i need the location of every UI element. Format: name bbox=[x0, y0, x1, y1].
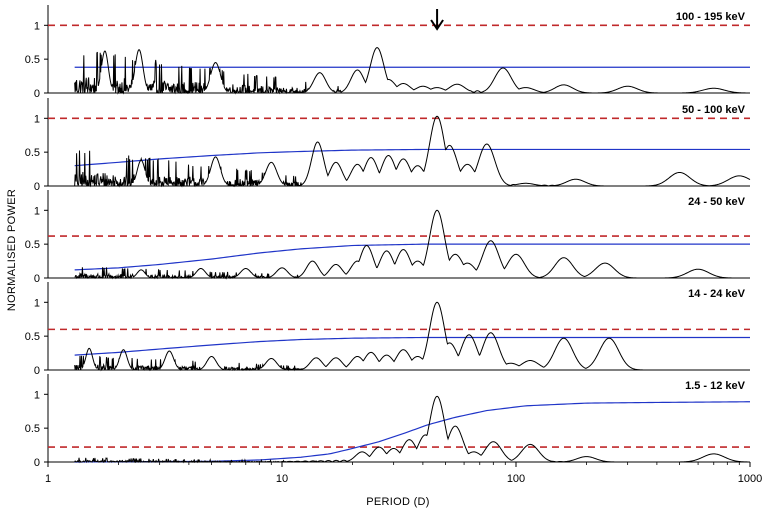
significance-curve bbox=[74, 243, 750, 271]
energy-band-label: 24 - 50 keV bbox=[688, 196, 746, 208]
y-tick-label: 0 bbox=[34, 181, 40, 193]
panel-3: 0 0.5 1 24 - 50 keV bbox=[25, 190, 750, 285]
y-tick-label: 0 bbox=[34, 457, 40, 469]
energy-band-label: 1.5 - 12 keV bbox=[685, 380, 746, 392]
y-tick-label: 1 bbox=[34, 205, 40, 217]
panel-1: 0 0.5 1 100 - 195 keV bbox=[25, 5, 750, 100]
arrow-marker bbox=[430, 9, 444, 31]
panel-2: 0 0.5 1 50 - 100 keV bbox=[25, 98, 751, 193]
y-tick-label: 0.5 bbox=[25, 331, 40, 343]
panels-layer: 0 0.5 1 100 - 195 keV 0 0.5 1 50 - 100 keV 0 0.5 1… bbox=[25, 5, 751, 469]
y-tick-label: 1 bbox=[34, 113, 40, 125]
periodogram-trace bbox=[74, 301, 750, 372]
x-tick-label: 1 bbox=[45, 473, 51, 485]
y-axis-title: NORMALISED POWER bbox=[6, 189, 18, 311]
x-axis-title: PERIOD (D) bbox=[366, 496, 430, 508]
y-tick-label: 0.5 bbox=[25, 423, 40, 435]
y-tick-label: 0.5 bbox=[25, 147, 40, 159]
y-tick-label: 1 bbox=[34, 20, 40, 32]
y-tick-label: 0.5 bbox=[25, 54, 40, 66]
energy-band-label: 50 - 100 keV bbox=[682, 104, 746, 116]
y-tick-label: 0.5 bbox=[25, 239, 40, 251]
significance-curve bbox=[74, 401, 751, 463]
x-tick-label: 1000 bbox=[738, 473, 762, 485]
x-axis: 1 10 100 1000 bbox=[45, 462, 762, 485]
y-tick-label: 0 bbox=[34, 273, 40, 285]
arrow-head bbox=[430, 19, 444, 31]
y-tick-label: 1 bbox=[34, 297, 40, 309]
periodogram-trace bbox=[74, 209, 750, 280]
energy-band-label: 100 - 195 keV bbox=[676, 11, 746, 23]
y-tick-label: 0 bbox=[34, 365, 40, 377]
periodogram-trace bbox=[74, 395, 750, 464]
panel-5: 0 0.5 1 1.5 - 12 keV bbox=[25, 374, 751, 469]
panel-4: 0 0.5 1 14 - 24 keV bbox=[25, 282, 750, 377]
periodogram-trace bbox=[74, 47, 750, 95]
x-tick-label: 100 bbox=[507, 473, 525, 485]
y-tick-label: 0 bbox=[34, 88, 40, 100]
significance-curve bbox=[74, 336, 750, 356]
x-tick-label: 10 bbox=[276, 473, 288, 485]
y-tick-label: 1 bbox=[34, 389, 40, 401]
energy-band-label: 14 - 24 keV bbox=[688, 288, 746, 300]
periodogram-trace bbox=[74, 115, 751, 188]
significance-curve bbox=[74, 148, 750, 167]
